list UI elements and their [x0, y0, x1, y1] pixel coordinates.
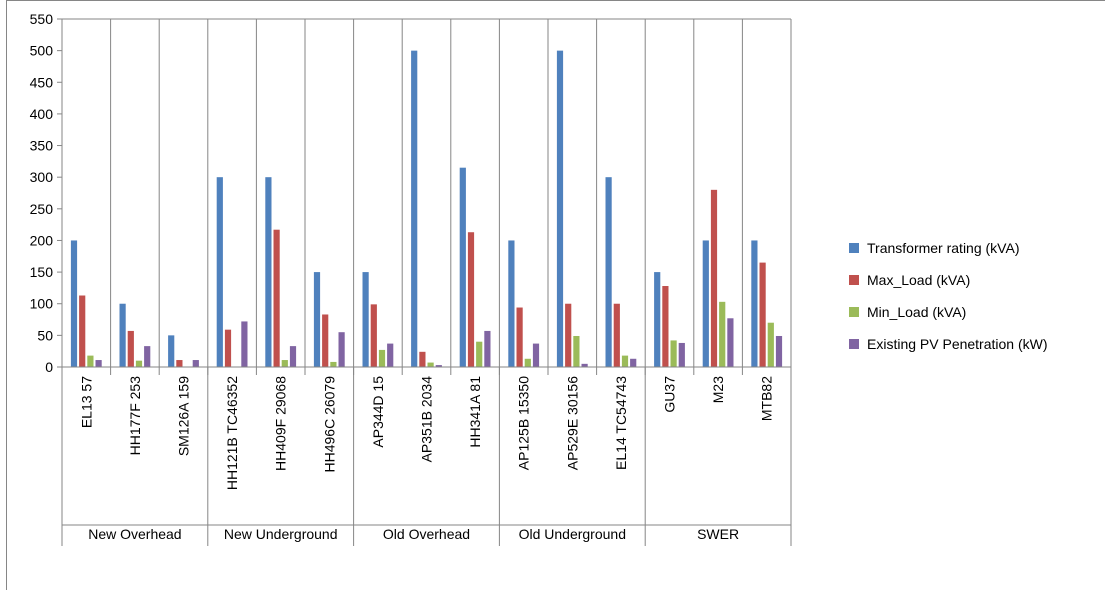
x-tick-label: GU37: [662, 376, 678, 413]
bar: [225, 330, 231, 367]
y-tick-label: 400: [30, 106, 54, 122]
bar: [703, 240, 709, 367]
bar: [573, 336, 579, 367]
bar: [176, 360, 182, 367]
bar: [719, 302, 725, 367]
bar: [468, 232, 474, 367]
x-tick-label: EL14 TC54743: [613, 376, 629, 470]
bar: [363, 272, 369, 367]
bar: [241, 321, 247, 367]
bar: [168, 335, 174, 367]
bar: [557, 51, 563, 367]
legend-swatch: [849, 339, 859, 349]
bar: [128, 331, 134, 367]
y-tick-label: 200: [30, 232, 54, 248]
chart-border: [7, 1, 1105, 591]
bar: [662, 286, 668, 367]
x-tick-label: AP529E 30156: [564, 376, 580, 470]
bar: [217, 177, 223, 367]
bar: [654, 272, 660, 367]
bar: [79, 296, 85, 367]
legend-label: Existing PV Penetration (kW): [867, 336, 1048, 352]
bar: [144, 346, 150, 367]
y-tick-label: 150: [30, 264, 54, 280]
bar: [314, 272, 320, 367]
bar: [606, 177, 612, 367]
x-tick-label: HH177F 253: [127, 376, 143, 456]
bar: [565, 304, 571, 367]
bar: [776, 336, 782, 367]
bar: [711, 190, 717, 367]
bar: [339, 332, 345, 367]
bar: [751, 240, 757, 367]
bar: [282, 360, 288, 367]
bar: [768, 323, 774, 367]
bar: [760, 263, 766, 367]
y-tick-label: 250: [30, 201, 54, 217]
group-label: SWER: [697, 526, 739, 542]
legend-swatch: [849, 243, 859, 253]
bar: [460, 168, 466, 367]
x-tick-label: AP125B 15350: [516, 376, 532, 470]
bar: [517, 308, 523, 367]
legend-swatch: [849, 275, 859, 285]
y-tick-label: 450: [30, 74, 54, 90]
x-tick-label: AP351B 2034: [419, 376, 435, 463]
bar: [419, 352, 425, 367]
bar: [96, 360, 102, 367]
bar: [87, 356, 93, 367]
y-tick-label: 100: [30, 296, 54, 312]
bar: [671, 340, 677, 367]
bar: [484, 331, 490, 367]
bar: [411, 51, 417, 367]
x-tick-label: HH121B TC46352: [224, 376, 240, 490]
bar: [330, 362, 336, 367]
y-tick-label: 500: [30, 43, 54, 59]
bar: [120, 304, 126, 367]
y-tick-label: 300: [30, 169, 54, 185]
bar: [508, 240, 514, 367]
bar: [476, 342, 482, 367]
y-tick-label: 0: [45, 359, 53, 375]
bar: [679, 343, 685, 367]
bar: [622, 356, 628, 367]
group-label: Old Overhead: [383, 526, 470, 542]
bar: [136, 361, 142, 367]
bar: [379, 350, 385, 367]
bar: [630, 359, 636, 367]
bar: [290, 346, 296, 367]
y-tick-label: 350: [30, 138, 54, 154]
bar: [428, 363, 434, 367]
bar: [525, 359, 531, 367]
x-tick-label: HH409F 29068: [273, 376, 289, 471]
bar: [274, 230, 280, 367]
x-tick-label: SM126A 159: [176, 376, 192, 456]
legend-swatch: [849, 307, 859, 317]
bar: [322, 314, 328, 367]
y-tick-label: 550: [30, 11, 54, 27]
bar: [193, 360, 199, 367]
bar: [727, 318, 733, 367]
x-tick-label: HH496C 26079: [321, 376, 337, 473]
bar: [71, 240, 77, 367]
group-label: New Underground: [224, 526, 338, 542]
legend-label: Transformer rating (kVA): [867, 240, 1019, 256]
x-tick-label: EL13 57: [78, 376, 94, 428]
group-label: New Overhead: [88, 526, 181, 542]
legend-label: Max_Load (kVA): [867, 272, 970, 288]
x-tick-label: M23: [710, 376, 726, 403]
x-tick-label: MTB82: [759, 376, 775, 421]
bar: [371, 304, 377, 367]
group-label: Old Underground: [519, 526, 626, 542]
x-tick-label: HH341A 81: [467, 376, 483, 448]
bar: [387, 344, 393, 367]
bar: [265, 177, 271, 367]
bar: [533, 344, 539, 367]
x-tick-label: AP344D 15: [370, 376, 386, 448]
y-tick-label: 50: [37, 327, 53, 343]
legend-label: Min_Load (kVA): [867, 304, 966, 320]
bar: [614, 304, 620, 367]
